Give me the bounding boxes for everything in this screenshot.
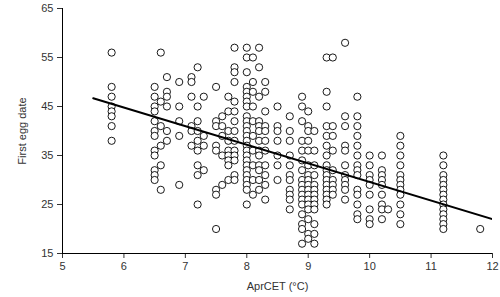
svg-text:9: 9 [305,260,311,272]
svg-text:First egg date: First egg date [16,97,28,164]
svg-text:5: 5 [59,260,65,272]
svg-text:35: 35 [41,149,53,161]
svg-text:7: 7 [182,260,188,272]
svg-text:11: 11 [425,260,436,272]
svg-text:10: 10 [364,260,376,272]
svg-text:12: 12 [486,260,498,272]
svg-text:55: 55 [41,51,53,63]
svg-text:25: 25 [41,198,53,210]
svg-text:8: 8 [244,260,250,272]
svg-text:15: 15 [41,247,53,259]
svg-text:45: 45 [41,100,53,112]
svg-text:AprCET (°C): AprCET (°C) [247,280,309,292]
svg-text:6: 6 [121,260,127,272]
svg-text:65: 65 [41,2,53,14]
